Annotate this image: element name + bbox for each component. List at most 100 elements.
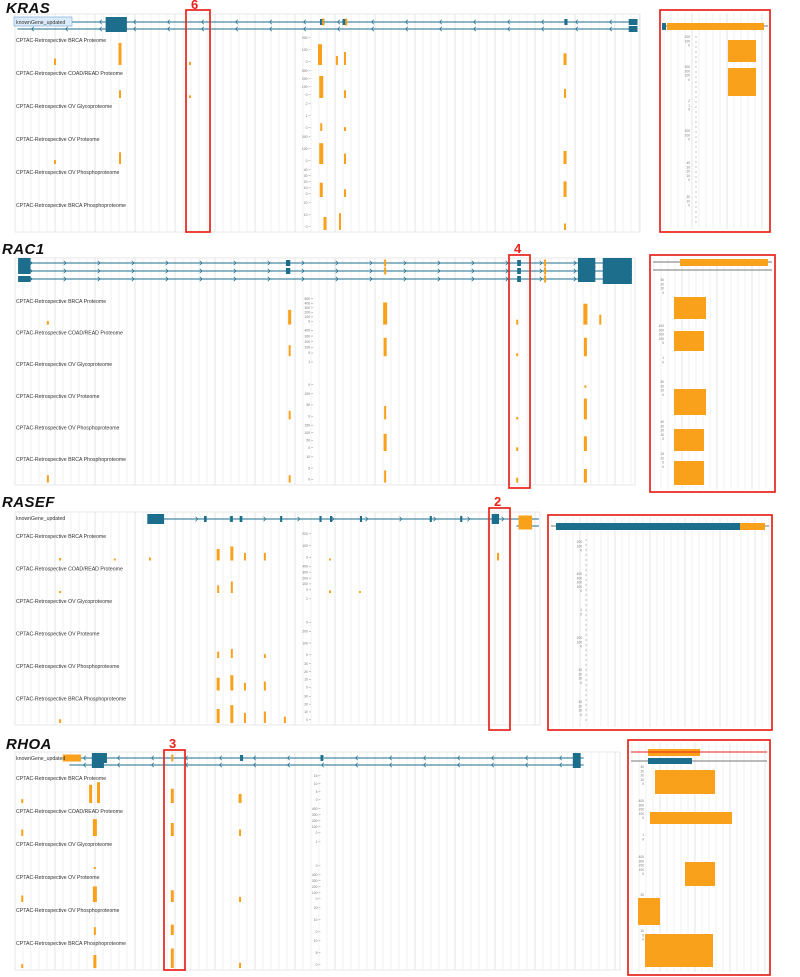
track-label[interactable]: CPTAC-Retrospective COAD/READ Proteome <box>16 331 123 337</box>
strand-arrow-icon <box>433 516 437 522</box>
track-label[interactable]: CPTAC-Retrospective BRCA Proteome <box>16 38 106 44</box>
novel-exon-mark <box>518 522 533 530</box>
track-label[interactable]: CPTAC-Retrospective BRCA Phosphoproteome <box>16 203 126 209</box>
signal-bar <box>59 719 62 723</box>
exon-block <box>564 19 568 25</box>
track-label[interactable]: CPTAC-Retrospective OV Phosphoproteome <box>16 425 120 431</box>
inset-scale-label: 30 <box>578 668 582 672</box>
signal-bar <box>335 55 338 65</box>
highlight-box <box>508 254 531 489</box>
strand-arrow-icon <box>267 276 271 282</box>
inset-scale-label: 200 <box>639 864 645 868</box>
track-label[interactable]: CPTAC-Retrospective BRCA Phosphoproteome <box>16 457 126 463</box>
strand-arrow-icon <box>524 762 529 768</box>
track-label[interactable]: CPTAC-Retrospective OV Glycoproteome <box>16 599 112 605</box>
scale-label: 200 <box>312 819 318 823</box>
scale-label: 0 <box>316 864 318 868</box>
track-label[interactable]: CPTAC-Retrospective OV Proteome <box>16 632 100 638</box>
track-label[interactable]: CPTAC-Retrospective COAD/READ Proteome <box>16 71 123 77</box>
exon-block <box>230 516 233 522</box>
scale-label: 30 <box>304 695 308 699</box>
scale-label: 0 <box>306 159 308 163</box>
inset-scale-label: 100 <box>639 868 645 872</box>
scale-label: 400 <box>304 329 310 333</box>
scale-label: 0 <box>316 831 318 835</box>
signal-bar <box>46 320 49 325</box>
inset-scale-label: 300 <box>659 328 665 332</box>
inset-scale-label: 0 <box>580 713 582 717</box>
gene-track-label[interactable]: knownGene_updated <box>16 756 65 762</box>
strand-arrow-icon <box>456 755 461 761</box>
scale-label: 100 <box>304 431 310 435</box>
signal-bar <box>384 405 387 420</box>
inset-scale-label: 30 <box>686 165 690 169</box>
track-label[interactable]: CPTAC-Retrospective OV Phosphoproteome <box>16 170 120 176</box>
scale-label: 10 <box>314 918 318 922</box>
scale-label: 2 <box>306 102 308 106</box>
signal-bar <box>319 75 324 98</box>
signal-bar <box>319 143 324 164</box>
panel-rac1: RAC1 CPTAC-Retrospective BRCA Proteome 50… <box>0 240 800 494</box>
scale-label: 10 <box>304 678 308 682</box>
scale-label: 0 <box>316 897 318 901</box>
novel-exon-mark <box>322 18 325 26</box>
strand-arrow-icon <box>82 762 87 768</box>
strand-arrow-icon <box>490 755 495 761</box>
track-label[interactable]: CPTAC-Retrospective OV Proteome <box>16 875 100 881</box>
inset-scale-label: 0 <box>662 341 664 345</box>
strand-arrow-icon <box>301 260 305 266</box>
track-label[interactable]: CPTAC-Retrospective BRCA Proteome <box>16 299 106 305</box>
strand-arrow-icon <box>233 260 237 266</box>
strand-arrow-icon <box>573 260 577 266</box>
inset-scale-label: 0 <box>642 938 644 942</box>
gene-track-label[interactable]: knownGene_updated <box>16 516 65 522</box>
track-label[interactable]: CPTAC-Retrospective BRCA Phosphoproteome <box>16 941 126 947</box>
track-label[interactable]: CPTAC-Retrospective OV Glycoproteome <box>16 842 112 848</box>
strand-arrow-icon <box>320 762 325 768</box>
track-label[interactable]: CPTAC-Retrospective OV Phosphoproteome <box>16 908 120 914</box>
strand-arrow-icon <box>399 516 403 522</box>
exon-block <box>18 276 31 282</box>
track-label[interactable]: CPTAC-Retrospective BRCA Phosphoproteome <box>16 697 126 703</box>
signal-bar <box>564 88 566 98</box>
inset-gene-bar <box>556 523 740 530</box>
strand-arrow-icon <box>354 755 359 761</box>
exon-block <box>147 514 165 524</box>
track-label[interactable]: CPTAC-Retrospective BRCA Proteome <box>16 534 106 540</box>
track-label[interactable]: CPTAC-Retrospective BRCA Proteome <box>16 776 106 782</box>
strand-arrow-icon <box>82 755 87 761</box>
strand-arrow-icon <box>471 276 475 282</box>
inset-scale-label: 0 <box>662 437 664 441</box>
strand-arrow-icon <box>369 268 373 274</box>
signal-bar <box>243 712 246 723</box>
track-label[interactable]: CPTAC-Retrospective COAD/READ Proteome <box>16 567 123 573</box>
signal-bar <box>93 866 96 869</box>
inset-scale-label: 20 <box>578 672 582 676</box>
inset-signal-bar <box>674 389 706 415</box>
exon-block <box>359 516 363 522</box>
track-label[interactable]: CPTAC-Retrospective OV Glycoproteome <box>16 104 112 110</box>
gene-title: RASEF <box>2 494 55 511</box>
strand-arrow-icon <box>165 260 169 266</box>
scale-label: 200 <box>302 77 308 81</box>
panel-rasef: RASEF knownGene_updated CPTAC-Retrospecti… <box>0 494 800 736</box>
strand-arrow-icon <box>608 19 613 25</box>
strand-arrow-icon <box>98 26 103 32</box>
strand-arrow-icon <box>471 260 475 266</box>
gene-track-label[interactable]: knownGene_updated <box>16 20 65 26</box>
track-label[interactable]: CPTAC-Retrospective OV Phosphoproteome <box>16 664 120 670</box>
inset-gene-bar <box>662 23 666 30</box>
strand-arrow-icon <box>540 19 545 25</box>
track-label[interactable]: CPTAC-Retrospective OV Proteome <box>16 394 100 400</box>
scale-label: 100 <box>302 85 308 89</box>
strand-arrow-icon <box>573 276 577 282</box>
track-label[interactable]: CPTAC-Retrospective OV Glycoproteome <box>16 362 112 368</box>
highlight-box <box>488 507 511 731</box>
track-label[interactable]: CPTAC-Retrospective OV Proteome <box>16 137 100 143</box>
strand-arrow-icon <box>540 26 545 32</box>
track-label[interactable]: CPTAC-Retrospective COAD/READ Proteome <box>16 809 123 815</box>
scale-label: 0 <box>308 414 310 418</box>
inset-scale-label: 100 <box>685 39 691 43</box>
inset-scale-label: 100 <box>659 337 665 341</box>
inset-box <box>649 254 776 493</box>
